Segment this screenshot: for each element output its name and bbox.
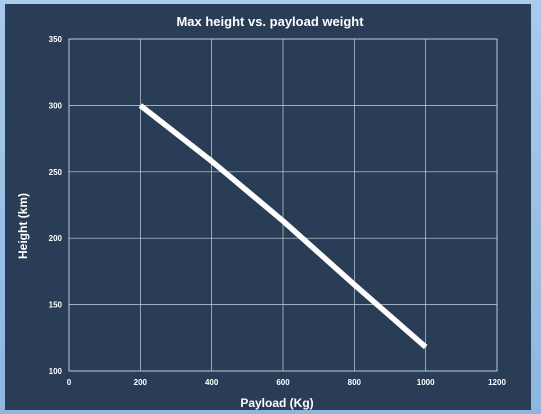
y-tick-label: 150 (49, 301, 63, 310)
x-tick-label: 600 (276, 378, 290, 387)
x-tick-label: 800 (348, 378, 362, 387)
series-group (138, 103, 428, 350)
x-tick-label: 200 (134, 378, 148, 387)
series-line (138, 103, 428, 350)
x-tick-label: 0 (67, 378, 72, 387)
y-axis-label: Height (km) (16, 193, 30, 259)
x-tick-label: 1000 (417, 378, 435, 387)
y-axis-ticks: 100 150 200 250 300 350 (49, 35, 63, 376)
y-tick-label: 200 (49, 234, 63, 243)
x-tick-label: 400 (205, 378, 219, 387)
grid (68, 38, 498, 372)
chart-title: Max height vs. payload weight (176, 14, 364, 29)
x-axis-ticks: 0 200 400 600 800 1000 1200 (67, 378, 507, 387)
y-tick-label: 100 (49, 367, 63, 376)
y-tick-label: 350 (49, 35, 63, 44)
x-axis-label: Payload (Kg) (240, 396, 313, 410)
x-tick-label: 1200 (488, 378, 506, 387)
y-tick-label: 300 (49, 101, 63, 110)
y-tick-label: 250 (49, 168, 63, 177)
